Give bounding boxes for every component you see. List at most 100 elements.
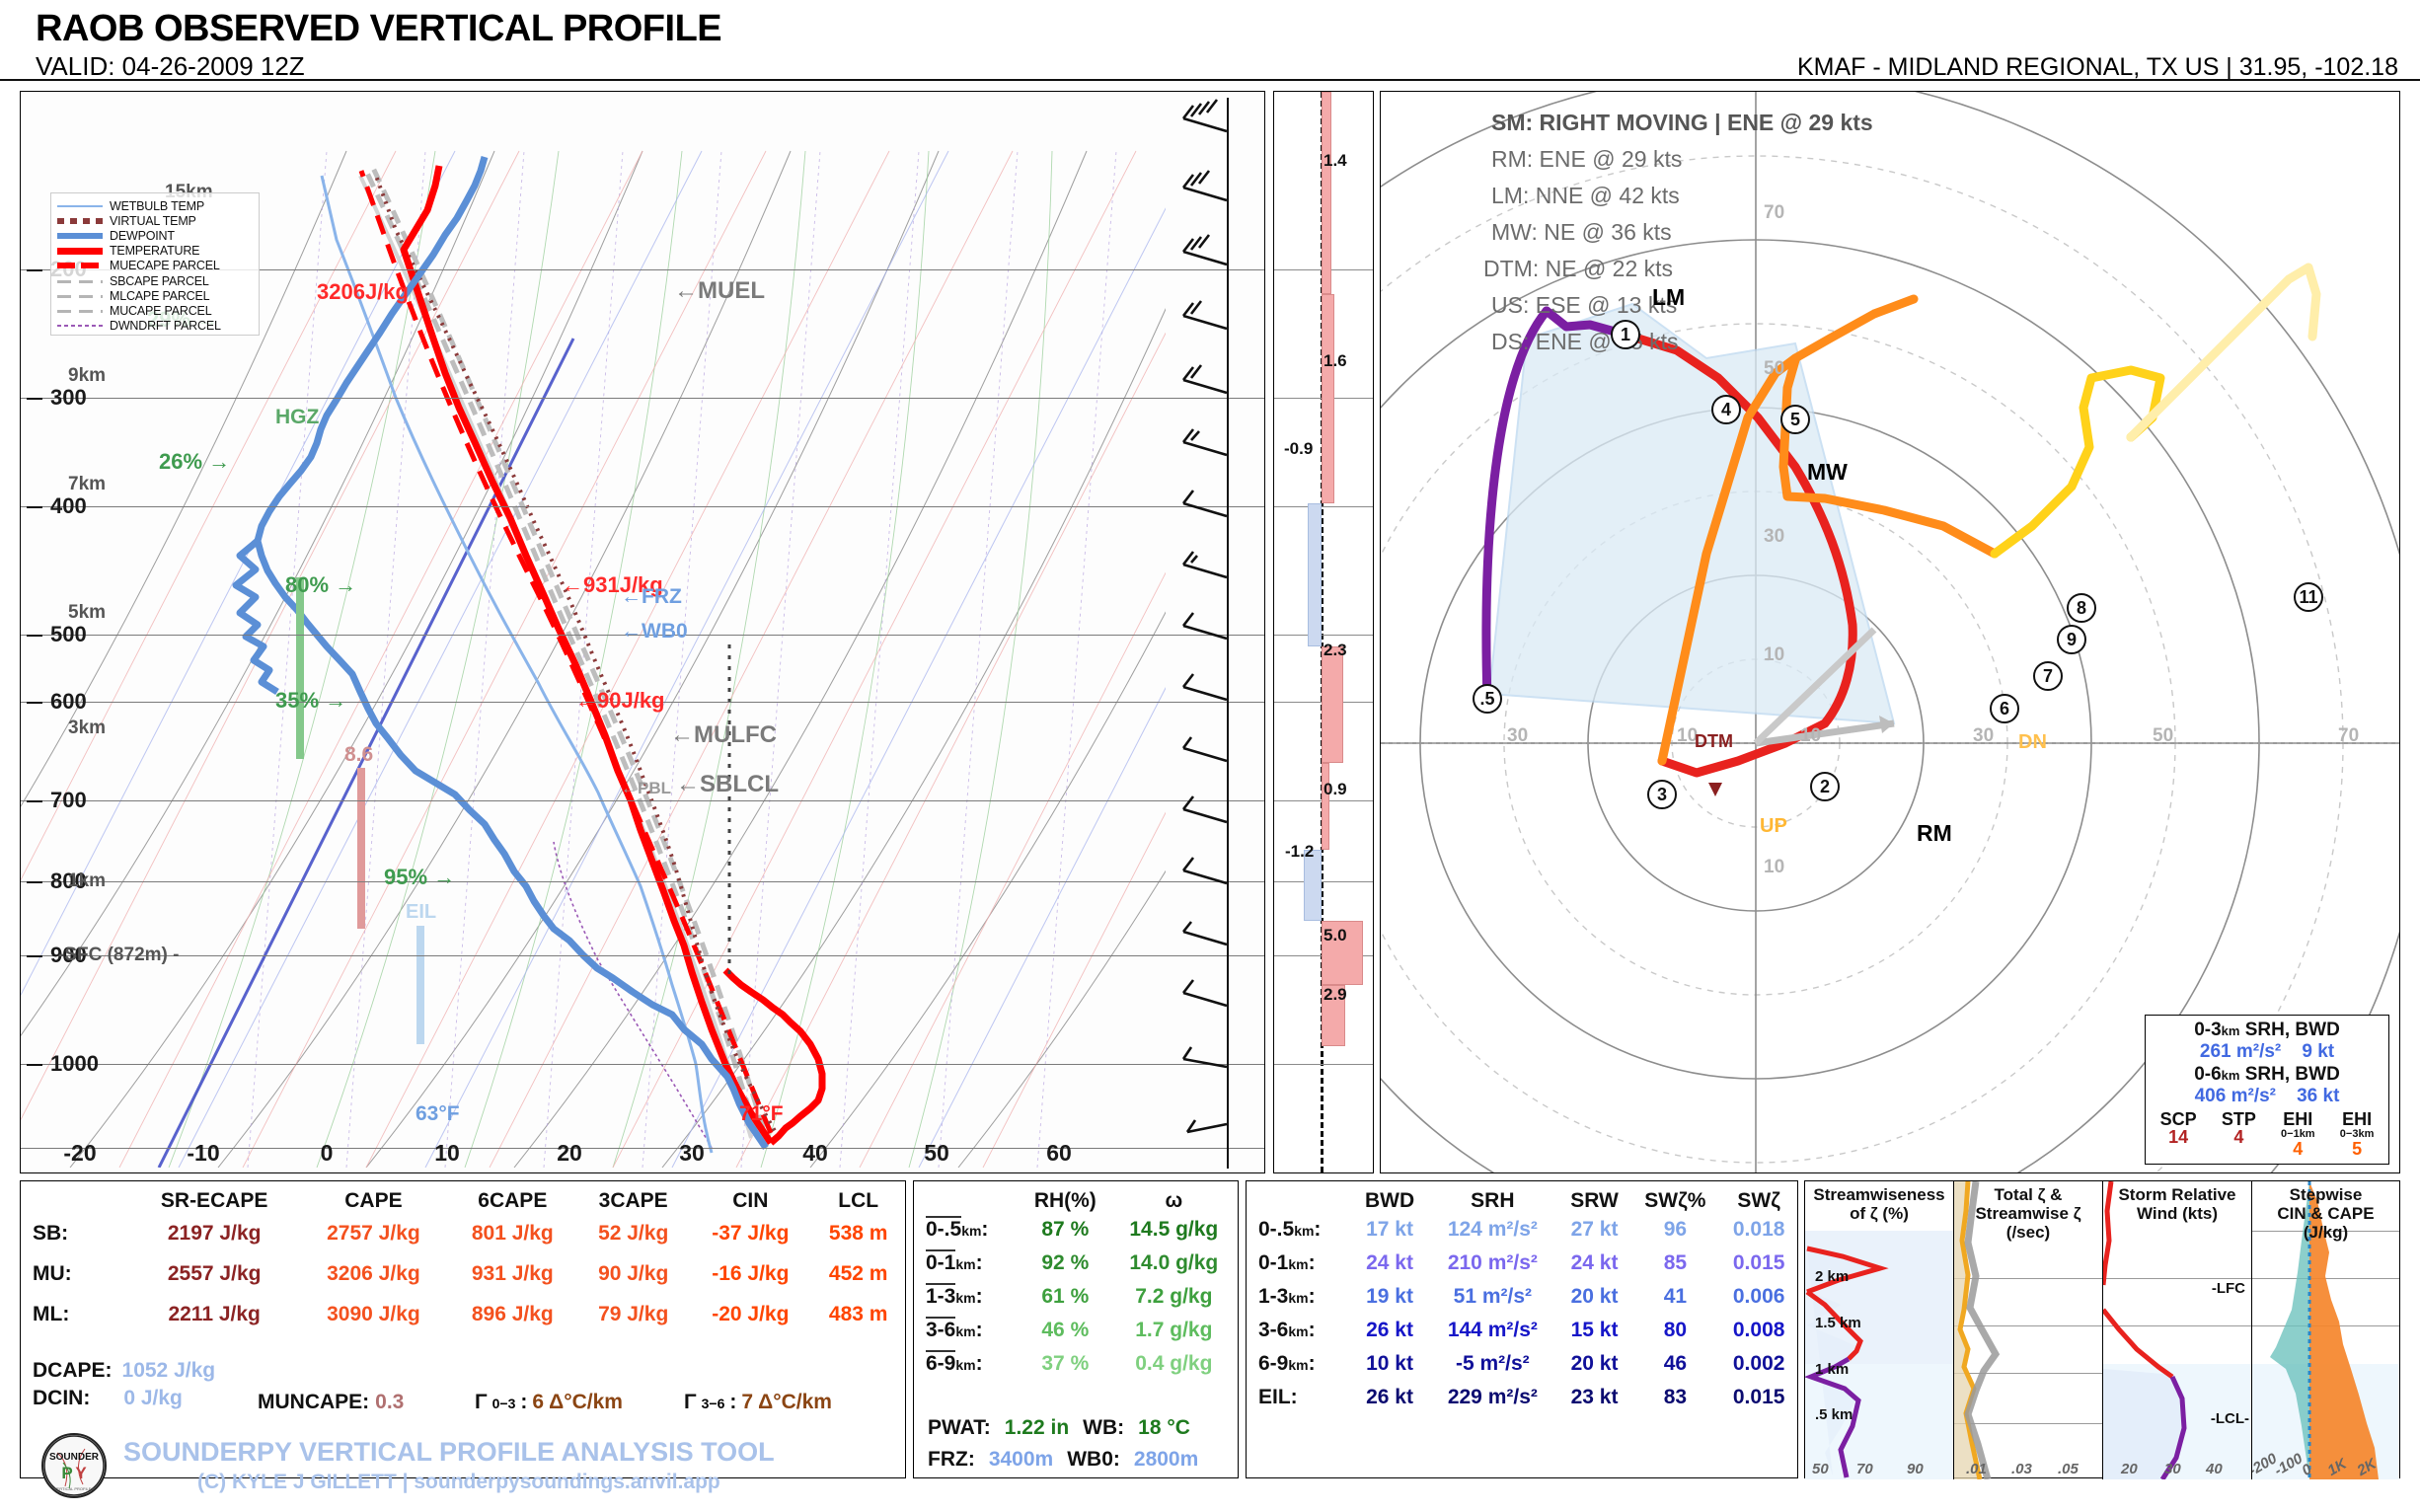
col-cin: CIN [732, 1189, 769, 1212]
gridline [21, 269, 1264, 270]
hodo-point[interactable]: 8 [2067, 593, 2096, 623]
cell: 37 % [1041, 1352, 1090, 1375]
cell: 896 J/kg [471, 1302, 554, 1325]
hodo-point[interactable]: 11 [2294, 582, 2323, 612]
height-label: 1 km [1815, 1361, 1850, 1378]
cell: 144 m²/s² [1447, 1319, 1538, 1341]
sm-line-mw: MW: NE @ 36 kts [1491, 219, 1672, 245]
col-sr-ecape: SR-ECAPE [160, 1189, 268, 1212]
cell: 61 % [1041, 1285, 1090, 1308]
pressure-label-400: 400 [50, 493, 87, 518]
wb-label: WB: [1083, 1416, 1125, 1439]
lapse-0-3-block: Γ 0−3 : 6 Δ°C/km [475, 1391, 623, 1414]
legend-swatch-wetbulb [57, 199, 103, 213]
hodo-point[interactable]: 4 [1711, 395, 1741, 424]
omega-value: -0.9 [1284, 439, 1314, 458]
height-label-3km: 3km [68, 718, 107, 738]
srh-0-6-header: 0-6km SRH, BWD [2194, 1063, 2340, 1085]
row-label: 3-6km: [1258, 1319, 1316, 1341]
gridline [21, 800, 1264, 801]
table-row: 3-6km: 46 % 1.7 g/kg [914, 1314, 1238, 1347]
cell: 7.2 g/kg [1135, 1285, 1213, 1308]
legend-swatch-virtualtemp [57, 214, 103, 228]
omega-vertical-velocity-panel[interactable]: 1.4 1.6 -0.9 2.3 0.9 -1.2 5.0 2.9 [1273, 91, 1374, 1173]
legend-swatch-dwndrft [57, 319, 103, 333]
hodograph[interactable]: SM: RIGHT MOVING | ENE @ 29 kts RM: ENE … [1380, 91, 2400, 1173]
srh-0-3-header: 0-3km SRH, BWD [2194, 1020, 2340, 1040]
cell: 3090 J/kg [327, 1302, 420, 1325]
col-rh: RH(%) [1033, 1189, 1097, 1212]
xtick: 50 [1812, 1461, 1829, 1477]
row-label: 6-9km: [926, 1350, 983, 1375]
xtick: 20 [2121, 1461, 2138, 1477]
skewt-diagram[interactable]: 200 300 400 500 600 700 800 900 1000 15k… [20, 91, 1265, 1173]
pressure-label-700: 700 [50, 788, 87, 812]
hodo-tag-up: UP [1760, 815, 1787, 837]
col-bwd: BWD [1364, 1189, 1415, 1212]
cell: 0.002 [1732, 1352, 1785, 1375]
hodo-point[interactable]: 3 [1647, 780, 1677, 809]
gridline [21, 506, 1264, 507]
row-label: 0-1km: [1258, 1251, 1316, 1274]
muncape-block: MUNCAPE: 0.3 [258, 1391, 404, 1414]
cell: 1.7 g/kg [1135, 1319, 1213, 1341]
minichart-storm-relative-wind[interactable]: Storm Relative Wind (kts) -LFC -LCL- 20 3… [2103, 1181, 2252, 1479]
cell: 229 m²/s² [1447, 1386, 1538, 1408]
temp-tick-10: 10 [434, 1140, 460, 1166]
temp-tick-0: 0 [320, 1140, 334, 1166]
minichart-vorticity[interactable]: Total ζ & Streamwise ζ (/sec) .01 .03 .05 [1954, 1181, 2103, 1479]
annot-3cape: ←90J/kg [575, 688, 665, 713]
legend-item: MLCAPE PARCEL [57, 288, 253, 303]
legend-label: MUECAPE PARCEL [110, 259, 220, 273]
height-label: .5 km [1815, 1406, 1853, 1423]
hodo-point[interactable]: .5 [1473, 684, 1502, 714]
annot-rh-35: 35% → [275, 688, 347, 713]
minichart-title: Streamwiseness of ζ (%) [1813, 1185, 1945, 1224]
omega-bar [1322, 92, 1331, 294]
height-label-1km: 1km [68, 870, 107, 891]
hodo-point[interactable]: 7 [2033, 661, 2063, 691]
cell: 124 m²/s² [1447, 1218, 1538, 1241]
hodograph-plot-area: SM: RIGHT MOVING | ENE @ 29 kts RM: ENE … [1381, 92, 2399, 1172]
pressure-tick [27, 506, 42, 508]
hodo-ring-label: 10 [1764, 857, 1785, 877]
hodo-ring-label: 30 [1764, 526, 1785, 547]
pressure-tick [27, 1064, 42, 1066]
annot-mulfc: ←MULFC [670, 721, 777, 748]
hodo-point[interactable]: 6 [1990, 694, 2019, 723]
height-label-sfc: -SFC (872m) - [58, 945, 180, 965]
hodo-ring-label: 70 [2338, 725, 2360, 746]
omega-value: 1.6 [1323, 351, 1347, 370]
footer: SOUNDER P Y VERTICAL PROFILES SOUNDERPY … [20, 1429, 908, 1502]
gridline [21, 398, 1264, 399]
temp-tick--10: -10 [187, 1140, 220, 1166]
svg-text:VERTICAL PROFILES: VERTICAL PROFILES [54, 1486, 95, 1491]
pressure-label-600: 600 [50, 689, 87, 714]
cell: -5 m²/s² [1456, 1352, 1530, 1375]
omega-bar [1322, 646, 1343, 763]
pressure-label-500: 500 [50, 622, 87, 646]
param-scp: SCP 14 [2159, 1108, 2197, 1147]
temp-tick-50: 50 [924, 1140, 949, 1166]
sm-line-ds: DS: ENE @ 45 kts [1491, 329, 1679, 354]
logo-svg: SOUNDER P Y VERTICAL PROFILES [43, 1435, 105, 1496]
cell: 23 kt [1570, 1386, 1619, 1408]
header: RAOB OBSERVED VERTICAL PROFILE VALID: 04… [0, 0, 2420, 81]
header-divider [0, 79, 2420, 81]
mini-profile-charts[interactable]: Streamwiseness of ζ (%) 2 km 1.5 km 1 km … [1804, 1180, 2400, 1479]
minichart-stepwise-cin-cape[interactable]: Stepwise CIN & CAPE (J/kg) -200 -100 0 1K … [2252, 1181, 2399, 1479]
omega-bar [1308, 503, 1322, 646]
srh-bwd-summary-box: 0-3km SRH, BWD 261 m²/s² 9 kt 0-6km SRH,… [2145, 1015, 2389, 1165]
hodo-point[interactable]: 1 [1611, 320, 1640, 349]
hodo-point[interactable]: 9 [2057, 625, 2086, 654]
cell: 20 kt [1570, 1352, 1619, 1375]
legend-swatch-dewpoint [57, 229, 103, 243]
cell: 15 kt [1570, 1319, 1619, 1341]
hodo-point[interactable]: 2 [1810, 772, 1840, 801]
kinematics-table: BWD SRH SRW SWζ% SWζ 0-.5km: 17 kt 124 m… [1246, 1180, 1798, 1478]
lapse-3-6-sub: 3−6 [701, 1396, 725, 1411]
hodo-point[interactable]: 5 [1780, 405, 1810, 434]
minichart-streamwiseness[interactable]: Streamwiseness of ζ (%) 2 km 1.5 km 1 km … [1805, 1181, 1954, 1479]
moisture-table: RH(%) ω 0-.5km: 87 % 14.5 g/kg 0-1km: 92… [913, 1180, 1239, 1478]
cell: 24 kt [1366, 1251, 1413, 1274]
